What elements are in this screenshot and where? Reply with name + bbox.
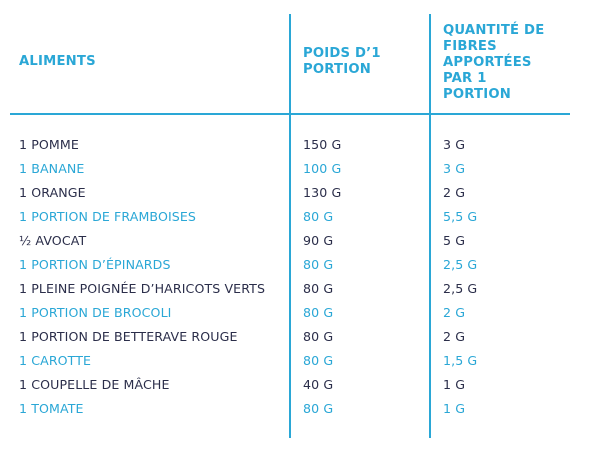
table-row: ½ AVOCAT 90 G 5 G xyxy=(0,229,592,253)
cell-aliment: 1 PORTION D’ÉPINARDS xyxy=(19,257,171,272)
table-row: 1 ORANGE 130 G 2 G xyxy=(0,181,592,205)
cell-fibres: 2 G xyxy=(443,185,466,200)
cell-aliment: 1 ORANGE xyxy=(19,185,86,200)
cell-fibres: 5,5 G xyxy=(443,209,478,224)
table-row: 1 POMME 150 G 3 G xyxy=(0,133,592,157)
cell-poids: 80 G xyxy=(303,257,334,272)
table-row: 1 TOMATE 80 G 1 G xyxy=(0,397,592,421)
cell-fibres: 2 G xyxy=(443,305,466,320)
table-row: 1 PLEINE POIGNÉE D’HARICOTS VERTS 80 G 2… xyxy=(0,277,592,301)
cell-poids: 80 G xyxy=(303,401,334,416)
header-poids: POIDS D’1 PORTION xyxy=(303,46,381,78)
cell-fibres: 5 G xyxy=(443,233,466,248)
cell-poids: 130 G xyxy=(303,185,342,200)
cell-aliment: 1 TOMATE xyxy=(19,401,84,416)
table-row: 1 PORTION DE BETTERAVE ROUGE 80 G 2 G xyxy=(0,325,592,349)
table-row: 1 PORTION DE BROCOLI 80 G 2 G xyxy=(0,301,592,325)
header-fibres: QUANTITÉ DE FIBRES APPORTÉES PAR 1 PORTI… xyxy=(443,23,544,103)
cell-aliment: 1 PORTION DE BROCOLI xyxy=(19,305,172,320)
cell-fibres: 2 G xyxy=(443,329,466,344)
header-aliments: ALIMENTS xyxy=(19,54,96,70)
header-fibres-line: PORTION xyxy=(443,87,511,102)
cell-aliment: 1 BANANE xyxy=(19,161,85,176)
header-divider xyxy=(10,113,570,115)
column-divider-2 xyxy=(429,14,431,438)
table-row: 1 COUPELLE DE MÂCHE 40 G 1 G xyxy=(0,373,592,397)
header-poids-line: POIDS D’1 xyxy=(303,46,381,61)
cell-fibres: 2,5 G xyxy=(443,281,478,296)
cell-poids: 80 G xyxy=(303,209,334,224)
table-row: 1 BANANE 100 G 3 G xyxy=(0,157,592,181)
table-row: 1 CAROTTE 80 G 1,5 G xyxy=(0,349,592,373)
cell-aliment: 1 POMME xyxy=(19,137,79,152)
cell-aliment: 1 PORTION DE BETTERAVE ROUGE xyxy=(19,329,238,344)
header-aliments-label: ALIMENTS xyxy=(19,54,96,69)
cell-poids: 80 G xyxy=(303,305,334,320)
cell-aliment: 1 PORTION DE FRAMBOISES xyxy=(19,209,197,224)
cell-poids: 150 G xyxy=(303,137,342,152)
cell-aliment: 1 PLEINE POIGNÉE D’HARICOTS VERTS xyxy=(19,281,266,296)
table-row: 1 PORTION D’ÉPINARDS 80 G 2,5 G xyxy=(0,253,592,277)
header-fibres-line: QUANTITÉ DE xyxy=(443,23,545,38)
header-fibres-line: PAR 1 xyxy=(443,71,487,86)
cell-fibres: 3 G xyxy=(443,161,466,176)
cell-fibres: 2,5 G xyxy=(443,257,478,272)
column-divider-1 xyxy=(289,14,291,438)
cell-poids: 90 G xyxy=(303,233,334,248)
cell-poids: 40 G xyxy=(303,377,334,392)
cell-aliment: ½ AVOCAT xyxy=(19,233,87,248)
cell-aliment: 1 COUPELLE DE MÂCHE xyxy=(19,377,170,392)
cell-poids: 80 G xyxy=(303,329,334,344)
cell-poids: 80 G xyxy=(303,281,334,296)
cell-fibres: 1 G xyxy=(443,377,466,392)
header-fibres-line: FIBRES xyxy=(443,39,497,54)
cell-aliment: 1 CAROTTE xyxy=(19,353,92,368)
header-fibres-line: APPORTÉES xyxy=(443,55,532,70)
cell-poids: 80 G xyxy=(303,353,334,368)
cell-fibres: 3 G xyxy=(443,137,466,152)
header-poids-line: PORTION xyxy=(303,62,371,77)
cell-poids: 100 G xyxy=(303,161,342,176)
cell-fibres: 1 G xyxy=(443,401,466,416)
cell-fibres: 1,5 G xyxy=(443,353,478,368)
table-row: 1 PORTION DE FRAMBOISES 80 G 5,5 G xyxy=(0,205,592,229)
